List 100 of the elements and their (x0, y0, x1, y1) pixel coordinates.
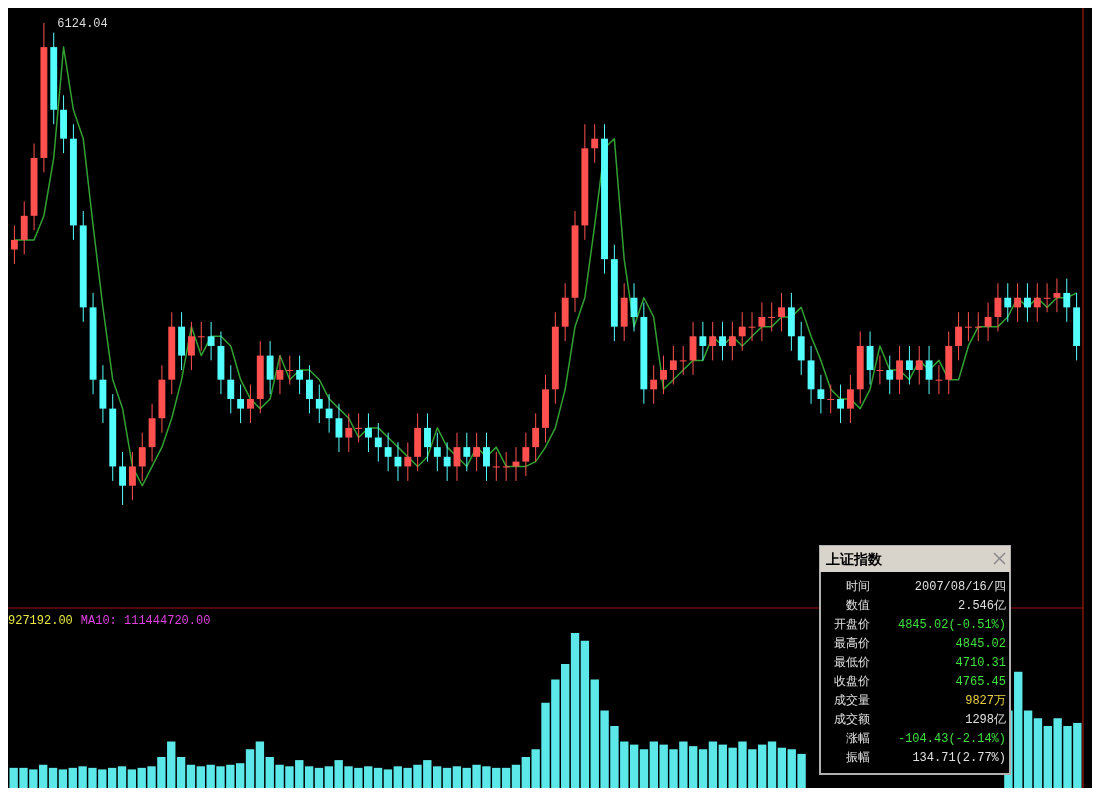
candlestick (846, 374, 854, 424)
candlestick (473, 432, 481, 472)
bar (698, 749, 708, 788)
text: MA10: 111444720.00 (80, 614, 211, 628)
annotation: 4765.45 (955, 675, 1006, 689)
candlestick (876, 355, 884, 385)
candlestick (827, 384, 835, 414)
text: 时间 (846, 579, 870, 593)
candlestick (709, 321, 717, 361)
candlestick (306, 364, 313, 414)
annotation: 收盘价 (834, 674, 870, 688)
annotation: 4710.31 (955, 656, 1006, 670)
annotation: 1298亿 (965, 713, 1006, 727)
bar (1033, 718, 1043, 788)
candlestick (896, 345, 904, 395)
bar (580, 640, 590, 788)
candlestick (247, 384, 254, 424)
candlestick (679, 345, 687, 376)
bar (373, 767, 383, 788)
bar (708, 741, 718, 788)
candlestick (187, 321, 195, 371)
candlestick (768, 302, 776, 332)
annotation: 涨幅 (846, 731, 870, 745)
candlestick (669, 345, 677, 385)
candlestick (758, 302, 766, 342)
candlestick (699, 321, 707, 361)
candlestick (433, 432, 441, 472)
bar (1023, 710, 1033, 788)
bar (639, 749, 649, 788)
bar (442, 767, 452, 788)
annotation: 成交量 (834, 693, 870, 707)
bar (107, 767, 117, 788)
candlestick (984, 302, 992, 342)
candlestick (463, 432, 471, 472)
candlestick (532, 412, 540, 463)
bar (432, 766, 442, 788)
bar (649, 741, 659, 788)
candlestick (935, 364, 943, 395)
candlestick (1004, 282, 1012, 323)
candlestick (738, 311, 746, 352)
candlestick (1023, 282, 1031, 323)
candlestick (650, 364, 658, 405)
annotation: 成交额 (834, 712, 870, 726)
candlestick (1014, 282, 1022, 323)
annotation: 9827万 (965, 694, 1006, 708)
annotation: 4845.02 (955, 637, 1006, 651)
candlestick (10, 224, 18, 265)
candlestick (384, 432, 392, 472)
bar (186, 764, 196, 788)
candlestick (128, 451, 136, 501)
candlestick (492, 451, 500, 482)
candlestick (1063, 277, 1071, 323)
annotation: -104.43(-2.14%) (897, 732, 1006, 746)
text: 927192.00 (8, 614, 73, 628)
text: 数值 (846, 598, 870, 612)
candlestick (955, 311, 963, 361)
candlestick (925, 345, 933, 395)
candlestick (315, 384, 323, 424)
text: 开盘价 (834, 617, 870, 631)
candlestick (905, 345, 913, 385)
candlestick (1033, 282, 1041, 323)
text: 4845.02(-0.51%) (897, 618, 1006, 632)
candlestick (404, 441, 412, 482)
bar (117, 766, 127, 788)
bar (176, 757, 186, 788)
bar (777, 747, 787, 788)
annotation: 最低价 (834, 655, 870, 669)
candlestick (237, 384, 245, 424)
candlestick (374, 422, 382, 463)
bar (629, 744, 639, 788)
bar (383, 769, 393, 788)
bar (58, 769, 68, 788)
bar (304, 766, 314, 788)
candlestick (522, 432, 530, 477)
annotation: 振幅 (846, 750, 870, 764)
candlestick (227, 364, 235, 414)
bar (501, 767, 511, 788)
candlestick (345, 412, 353, 453)
candlestick (197, 321, 205, 352)
candlestick (837, 384, 844, 424)
candlestick (591, 123, 599, 164)
bar (127, 769, 137, 788)
annotation: 134.71(2.77%) (912, 751, 1006, 765)
candlestick (915, 345, 923, 385)
candlestick (660, 355, 667, 395)
candlestick (1053, 277, 1061, 313)
bar (767, 741, 777, 788)
text: 上证指数 (825, 551, 883, 567)
candlestick (728, 321, 736, 361)
candlestick (365, 412, 372, 453)
candlestick (325, 393, 333, 434)
candlestick (994, 282, 1002, 332)
candlestick (207, 321, 215, 361)
candlestick (778, 292, 785, 332)
candlestick (817, 374, 825, 414)
bar (511, 764, 521, 788)
annotation: 6124.04 (57, 17, 108, 31)
annotation: 最高价 (834, 636, 870, 650)
candlestick (355, 412, 363, 443)
candlestick (974, 311, 982, 342)
